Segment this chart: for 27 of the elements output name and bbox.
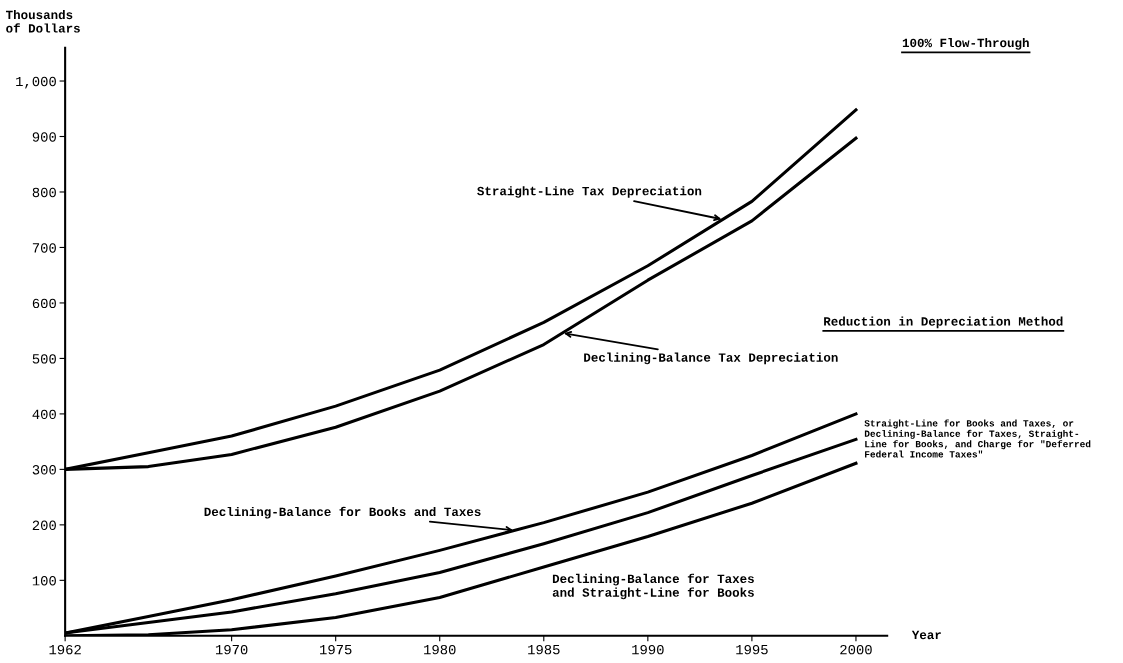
series-label: Declining-Balance for Taxes and Straight-Line for Books xyxy=(552,573,754,600)
y-tick-label: 900 xyxy=(32,132,56,142)
series-label: Straight-Line for Books and Taxes, or Declining-Balance for Taxes, Straight- Line for Books, and Charge for "Deferred Federal Income Taxes" xyxy=(864,419,1091,458)
x-tick-label: 1980 xyxy=(424,644,456,655)
y-tick-label: 100 xyxy=(32,576,56,586)
y-tick-label: 600 xyxy=(32,298,56,309)
y-tick-label: 300 xyxy=(32,465,56,475)
x-tick-label: 1985 xyxy=(528,644,560,655)
x-tick-label: 1970 xyxy=(215,644,248,655)
y-tick-label: 500 xyxy=(32,354,56,364)
x-tick-label: 1975 xyxy=(320,644,352,655)
x-tick-label: 2000 xyxy=(840,644,872,655)
y-axis-title: Thousands of Dollars xyxy=(5,9,80,33)
x-axis-title: Year xyxy=(911,630,941,640)
y-tick-label: 800 xyxy=(32,187,56,198)
annotation: Reduction in Depreciation Method xyxy=(824,316,1063,329)
y-tick-label: 700 xyxy=(32,243,56,253)
text: 100% Flow-Through xyxy=(902,38,1029,50)
y-tick-label: 1,000 xyxy=(16,76,56,89)
y-tick-label: 200 xyxy=(32,520,56,531)
x-tick-label: 1962 xyxy=(49,644,81,655)
text: Declining-Balance Tax Depreciation xyxy=(584,352,838,365)
y-tick-label: 400 xyxy=(32,409,56,420)
series-label: Declining-Balance for Books and Taxes xyxy=(204,506,481,519)
text: Straight-Line Tax Depreciation xyxy=(477,186,702,198)
x-tick-label: 1990 xyxy=(632,644,664,655)
x-tick-label: 1995 xyxy=(736,644,768,655)
